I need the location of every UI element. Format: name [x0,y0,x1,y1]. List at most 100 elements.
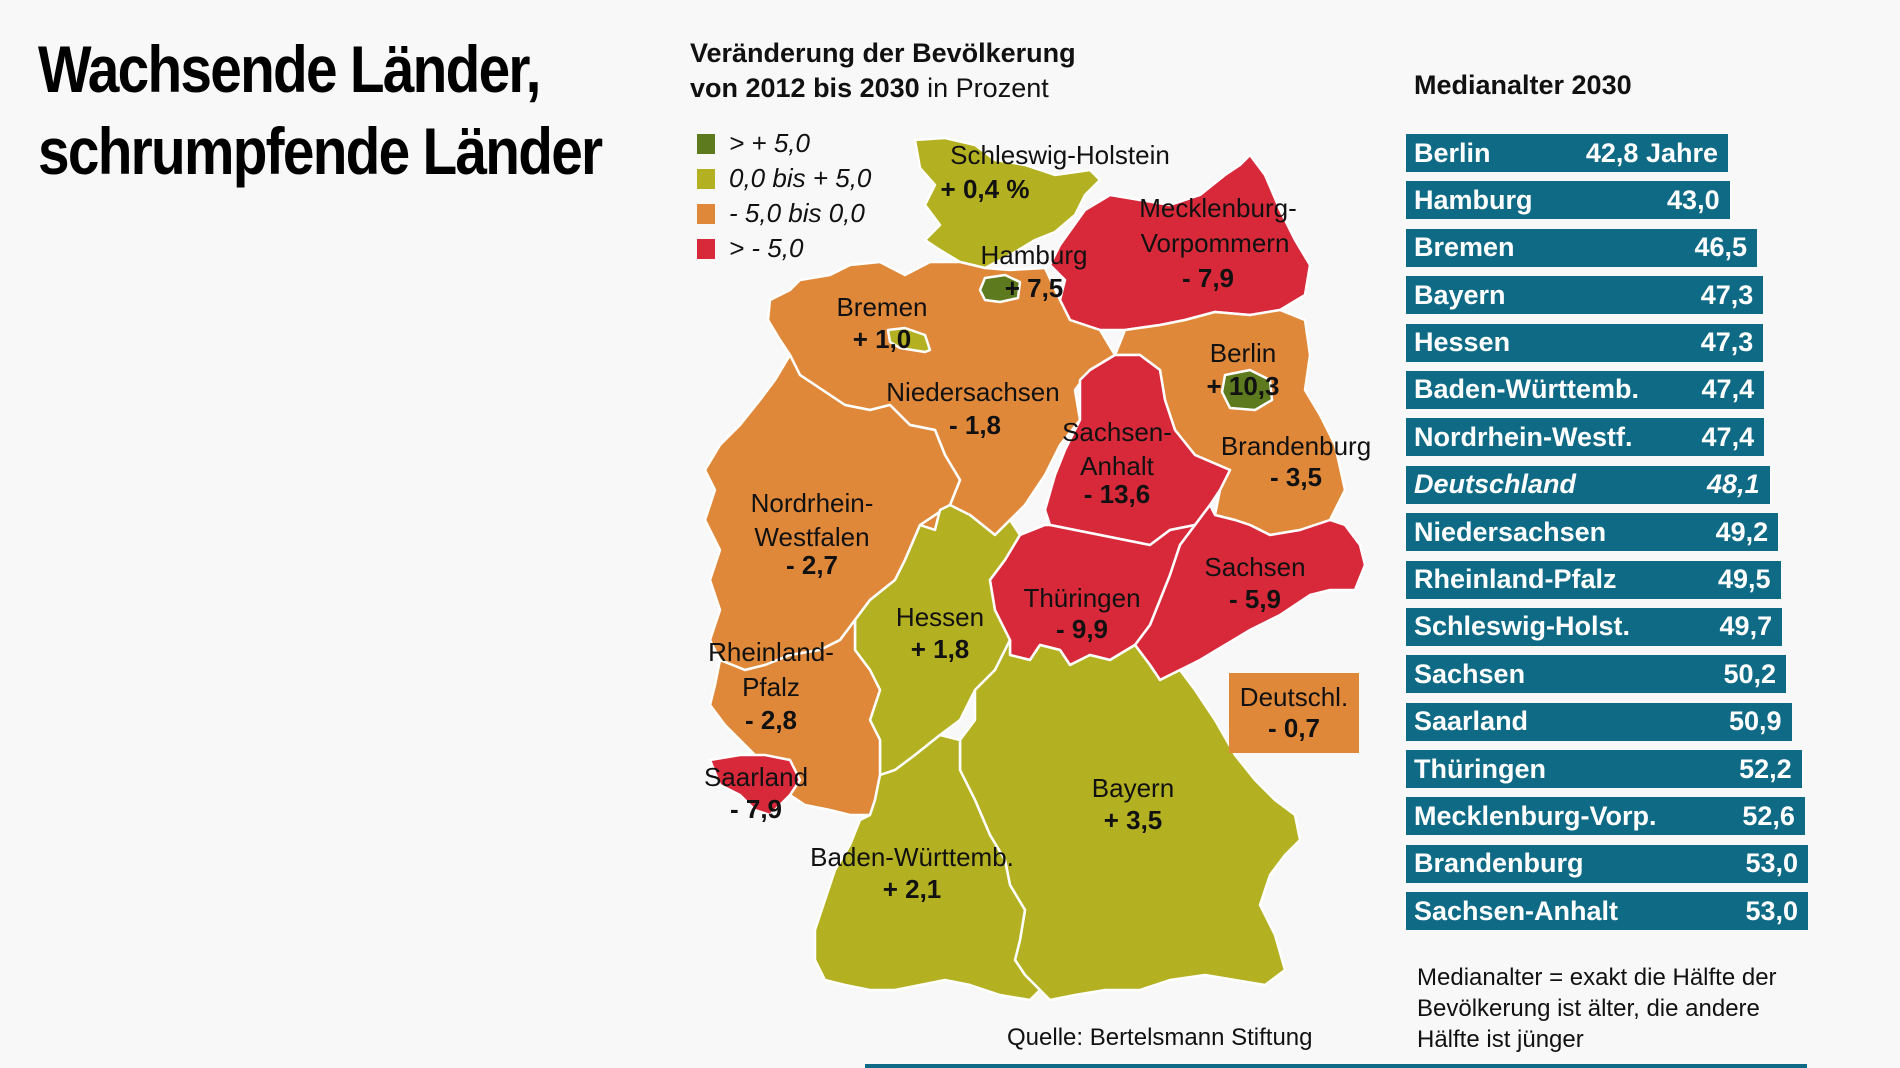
region-sachsen[interactable] [1133,503,1367,682]
germany-total-value: - 0,7 [1267,713,1321,743]
median-age-row: Thüringen 52,2 [1406,750,1802,789]
label-schleswig-holstein: Schleswig-Holstein [950,140,1170,170]
note-line-1: Medianalter = exakt die Hälfte der [1417,964,1777,991]
median-age-value: 53,0 [1745,848,1798,879]
region-schleswig-holstein[interactable] [913,136,1102,270]
bottom-rule [865,1064,1807,1068]
label-hamburg: Hamburg [981,240,1088,270]
median-age-value: 50,2 [1723,658,1776,689]
map-heading-line-2: von 2012 bis 2030 in Prozent [690,73,1049,103]
value-niedersachsen: - 1,8 [949,410,1001,440]
median-age-state: Sachsen [1414,658,1526,689]
median-age-state: Niedersachsen [1414,516,1607,547]
median-age-row: Brandenburg 53,0 [1406,844,1808,883]
median-age-row: Berlin 42,8 Jahre [1406,134,1728,172]
median-age-list: Berlin 42,8 Jahre Hamburg 43,0 Bremen 46,5 Bay… [1406,134,1808,940]
median-age-value: 50,9 [1728,706,1782,737]
median-age-row: Deutschland 48,1 [1406,465,1770,504]
median-age-value: 46,5 [1694,232,1747,263]
value-saarland: - 7,9 [730,794,782,824]
germany-total-label: Deutschl. [1239,682,1349,712]
median-age-row: Baden-Württemb. 47,4 [1406,370,1765,409]
region-hamburg[interactable] [978,273,1022,304]
page-title: Wachsende Länder, schrumpfende Länder [38,28,603,192]
median-age-state: Bremen [1414,232,1515,263]
label-bremen: Bremen [836,292,927,322]
median-age-value: 47,3 [1700,279,1754,310]
median-age-state: Rheinland-Pfalz [1414,564,1617,595]
legend-swatch [697,168,715,189]
value-thueringen: - 9,9 [1056,614,1108,644]
germany-total-box: Deutschl. - 0,7 [1229,673,1359,753]
map-legend: > + 5,0 0,0 bis + 5,0 - 5,0 bis 0,0 > - … [697,126,871,266]
median-age-row: Schleswig-Holst. 49,7 [1406,607,1783,646]
label-rheinland-pfalz-1: Rheinland- [708,637,834,667]
median-age-row: Sachsen-Anhalt 53,0 [1406,892,1808,931]
median-age-value: 42,8 Jahre [1585,137,1718,168]
value-brandenburg: - 3,5 [1270,462,1322,492]
legend-swatch [697,238,715,259]
region-baden-wuerttemberg[interactable] [813,733,1042,1002]
title-line-2: schrumpfende Länder [38,114,603,188]
map-heading: Veränderung der Bevölkerung von 2012 bis… [690,36,1076,106]
median-age-heading: Medianalter 2030 [1414,70,1632,100]
legend-item-strong-shrink: > - 5,0 [697,231,871,266]
median-age-state: Deutschland [1414,469,1577,500]
median-age-row: Bremen 46,5 [1406,228,1757,267]
region-berlin[interactable] [1220,368,1274,412]
median-age-row: Rheinland-Pfalz 49,5 [1406,560,1781,599]
median-age-value: 52,2 [1739,753,1792,784]
median-age-row: Hamburg 43,0 [1406,181,1730,220]
legend-item-growth: 0,0 bis + 5,0 [697,161,871,196]
median-age-value: 48,1 [1707,469,1760,500]
median-age-state: Nordrhein-Westf. [1414,421,1633,452]
median-age-value: 47,3 [1700,327,1754,358]
label-sachsen: Sachsen [1204,552,1305,582]
median-age-state: Baden-Württemb. [1414,374,1639,405]
label-rheinland-pfalz-2: Pfalz [742,672,800,702]
value-baden-wuerttemberg: + 2,1 [883,874,942,904]
source-note: Quelle: Bertelsmann Stiftung [1007,1024,1313,1051]
median-age-row: Niedersachsen 49,2 [1406,513,1779,552]
value-sachsen-anhalt: - 13,6 [1084,479,1151,509]
median-age-state: Hessen [1414,327,1511,358]
median-age-value: 43,0 [1667,184,1720,215]
median-age-row: Hessen 47,3 [1406,323,1764,362]
value-nrw: - 2,7 [786,550,838,580]
label-brandenburg: Brandenburg [1221,431,1371,461]
median-age-value: 49,5 [1717,564,1771,595]
value-rheinland-pfalz: - 2,8 [745,705,797,735]
median-age-value: 53,0 [1745,895,1798,926]
value-mecklenburg: - 7,9 [1182,263,1234,293]
legend-item-strong-growth: > + 5,0 [697,126,871,161]
label-bayern: Bayern [1092,773,1174,803]
median-age-state: Bayern [1414,279,1506,310]
label-nrw-1: Nordrhein- [751,488,874,518]
value-hamburg: + 7,5 [1005,273,1064,303]
median-age-value: 49,2 [1715,516,1769,547]
median-age-row: Bayern 47,3 [1406,276,1764,315]
note-line-3: Hälfte ist jünger [1417,1026,1584,1053]
median-age-row: Sachsen 50,2 [1406,655,1786,694]
median-age-state: Thüringen [1414,753,1546,784]
median-age-state: Mecklenburg-Vorp. [1414,800,1657,831]
median-age-value: 47,4 [1701,374,1755,405]
note-line-2: Bevölkerung ist älter, die andere [1417,995,1760,1022]
value-schleswig-holstein: + 0,4 % [941,174,1030,204]
label-mecklenburg-1: Mecklenburg- [1139,193,1297,223]
label-niedersachsen: Niedersachsen [886,377,1059,407]
label-hessen: Hessen [896,602,984,632]
value-berlin: + 10,3 [1206,371,1279,401]
region-bremen[interactable] [886,326,932,354]
label-saarland: Saarland [704,762,808,792]
label-berlin: Berlin [1210,338,1276,368]
median-age-state: Brandenburg [1414,848,1584,879]
region-saarland[interactable] [708,753,802,817]
value-sachsen: - 5,9 [1229,584,1281,614]
label-sachsen-anhalt-1: Sachsen- [1062,417,1172,447]
median-age-row: Mecklenburg-Vorp. 52,6 [1406,797,1805,836]
legend-swatch [697,133,715,154]
label-thueringen: Thüringen [1023,583,1140,613]
median-age-row: Nordrhein-Westf. 47,4 [1406,418,1765,457]
